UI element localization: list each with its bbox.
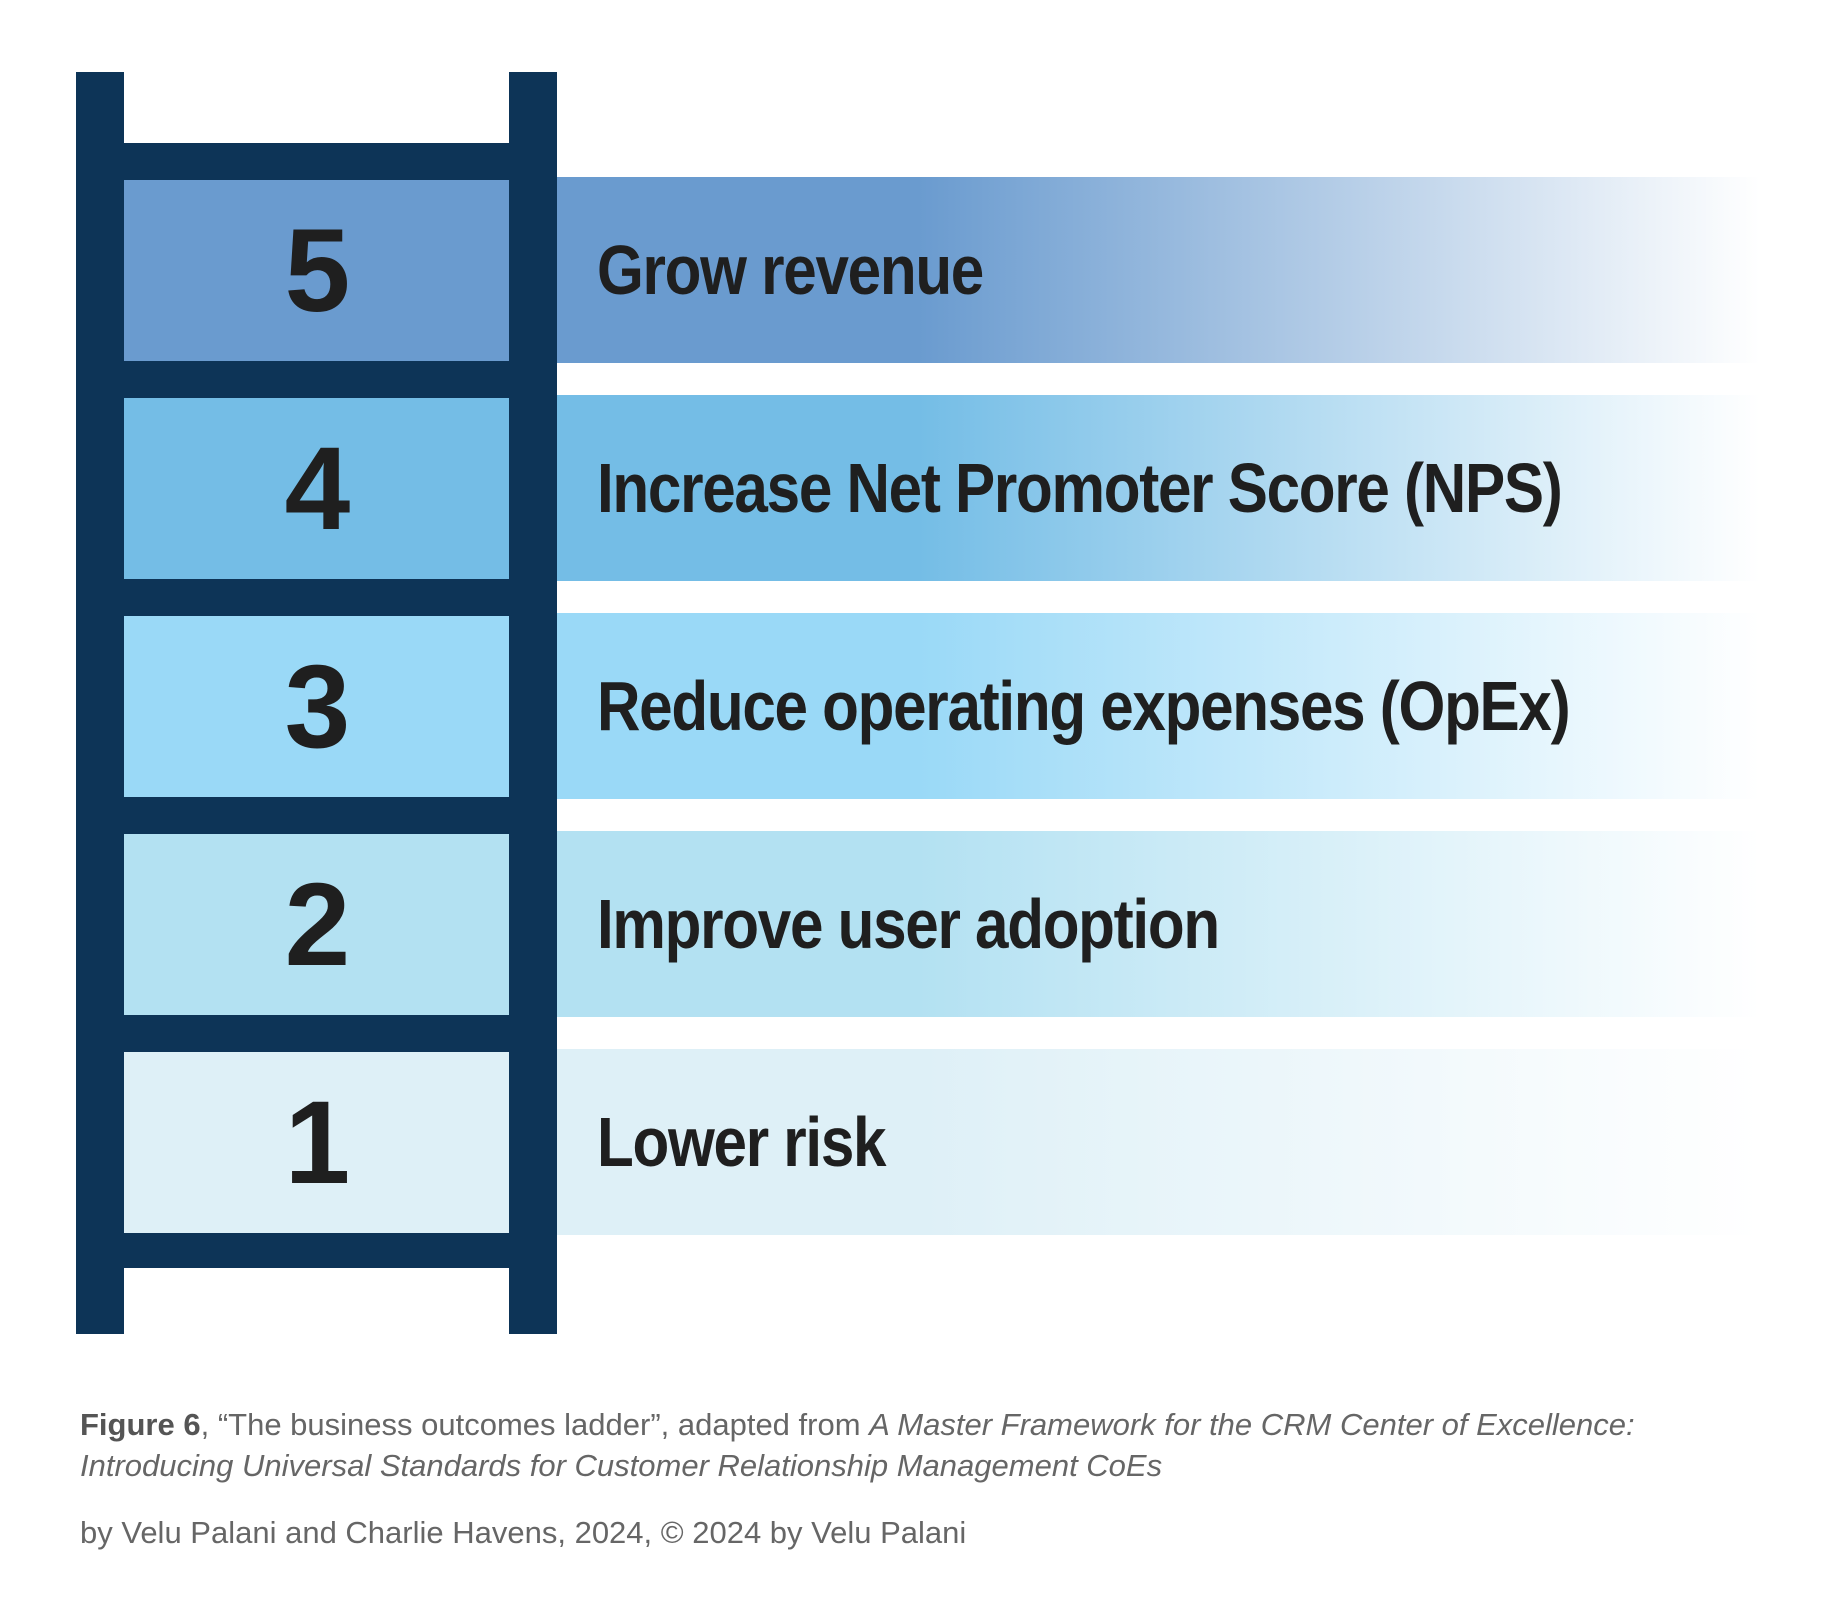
figure-label: Figure 6 — [80, 1407, 201, 1442]
outcome-label: Improve user adoption — [597, 885, 1220, 963]
ladder-step-1: 1 — [124, 1052, 509, 1233]
figure-caption: Figure 6, “The business outcomes ladder”… — [80, 1404, 1780, 1486]
ladder-step-2: 2 — [124, 834, 509, 1015]
ladder-right-rail — [509, 72, 557, 1334]
outcome-bar-3: Reduce operating expenses (OpEx) — [557, 613, 1760, 799]
outcome-bar-5: Grow revenue — [557, 177, 1760, 363]
step-number: 1 — [284, 1076, 351, 1209]
outcome-bar-1: Lower risk — [557, 1049, 1760, 1235]
outcome-bar-2: Improve user adoption — [557, 831, 1760, 1017]
figure-title: , “The business outcomes ladder”, adapte… — [200, 1407, 870, 1442]
outcome-label: Reduce operating expenses (OpEx) — [597, 667, 1571, 745]
ladder-step-5: 5 — [124, 180, 509, 361]
step-number: 4 — [284, 422, 351, 555]
outcome-bar-4: Increase Net Promoter Score (NPS) — [557, 395, 1760, 581]
ladder-step-4: 4 — [124, 398, 509, 579]
figure-credit: by Velu Palani and Charlie Havens, 2024,… — [80, 1515, 967, 1550]
outcome-label: Grow revenue — [597, 231, 984, 309]
source-title: A Master Framework for the CRM Center of… — [80, 1407, 1635, 1483]
outcome-label: Increase Net Promoter Score (NPS) — [597, 449, 1563, 527]
step-number: 5 — [284, 204, 351, 337]
ladder-left-rail — [76, 72, 124, 1334]
ladder-step-3: 3 — [124, 616, 509, 797]
step-number: 2 — [284, 858, 351, 991]
outcome-label: Lower risk — [597, 1103, 887, 1181]
step-number: 3 — [284, 640, 351, 773]
